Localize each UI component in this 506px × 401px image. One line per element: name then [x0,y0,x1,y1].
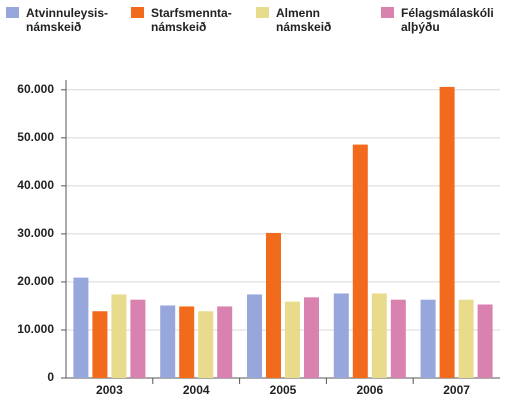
bar [285,301,300,378]
legend-swatch [256,7,269,18]
bar [247,294,262,378]
bar [73,277,89,378]
legend-item: Atvinnuleysis- námskeið [6,6,108,34]
legend-label: Starfsmennta- námskeið [151,6,232,34]
x-tick-label: 2005 [270,383,297,397]
bar [458,299,474,378]
legend-item: Almenn námskeið [256,6,331,34]
y-tick-label: 0 [47,370,54,384]
legend-item: Félagsmálaskóli alþýðu [381,6,494,34]
legend-swatch [131,7,144,18]
x-tick-label: 2004 [183,383,210,397]
legend-swatch [381,7,394,18]
bar [420,299,436,378]
legend-item: Starfsmennta- námskeið [131,6,232,34]
x-tick-label: 2006 [356,383,383,397]
bar [179,306,195,378]
y-tick-label: 30.000 [17,226,54,240]
bar [130,299,146,378]
x-tick-label: 2007 [443,383,470,397]
bar [333,293,349,378]
bar [217,306,233,378]
y-tick-label: 50.000 [17,130,54,144]
bar [160,305,176,378]
bar [266,232,281,378]
legend-label: Atvinnuleysis- námskeið [26,6,109,34]
bar [92,311,108,378]
y-tick-label: 10.000 [17,322,54,336]
bar [371,293,387,378]
bar [198,311,214,378]
bar [304,297,319,378]
legend-swatch [6,7,19,18]
legend-label: Félagsmálaskóli alþýðu [401,6,494,34]
bar [352,144,368,378]
bar [477,304,493,378]
bar [111,294,127,378]
x-tick-label: 2003 [96,383,123,397]
y-tick-label: 40.000 [17,178,54,192]
bar [439,86,455,378]
y-tick-label: 20.000 [17,274,54,288]
bar [390,299,406,378]
legend-label: Almenn námskeið [276,6,332,34]
y-tick-label: 60.000 [17,82,54,96]
